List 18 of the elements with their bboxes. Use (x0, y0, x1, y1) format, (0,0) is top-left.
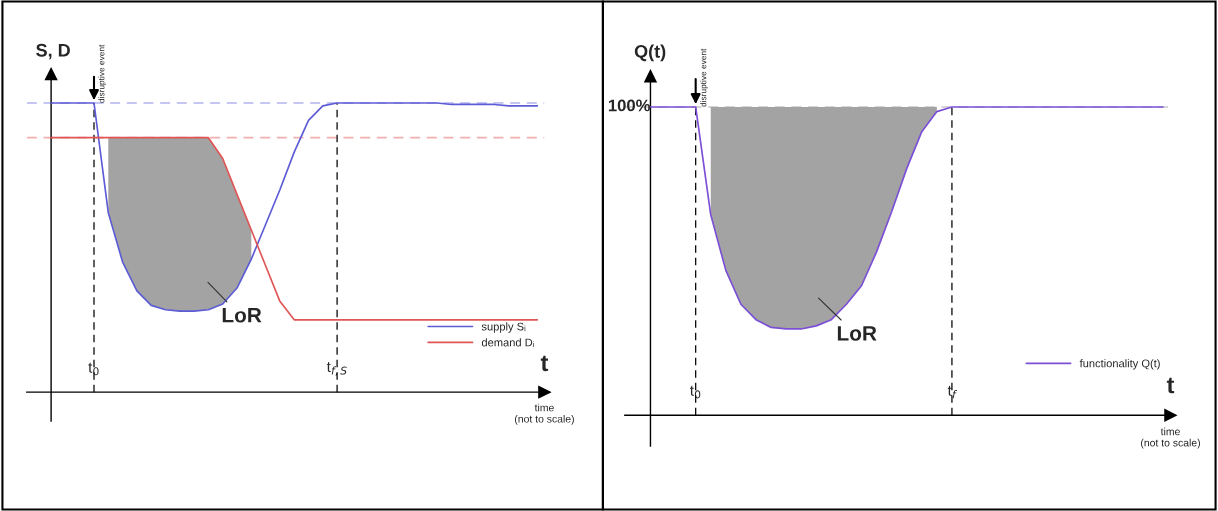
annotation: LoR (837, 326, 877, 341)
x-axis-title: t (1166, 377, 1175, 394)
y-axis-title: S, D (36, 43, 70, 60)
legend-label: supply Sᵢ (481, 322, 526, 333)
ref-line-label: disruptive event (98, 44, 107, 103)
legend-label: demand Dᵢ (481, 338, 534, 348)
x-axis-title: t (540, 355, 549, 372)
x-tick-label: t$_{f}$ (947, 385, 958, 399)
x-tick-label: t$_{0}$ (690, 385, 701, 399)
text: time (not to scale) (514, 403, 574, 425)
text: time (not to scale) (1141, 427, 1200, 449)
x-tick-label: t$_{0}$ (88, 362, 99, 376)
annotation: LoR (222, 308, 262, 323)
legend-label: functionality Q(t) (1079, 359, 1160, 370)
ref-line-label: disruptive event (700, 48, 708, 107)
y-axis-title: Q(t) (634, 44, 666, 62)
annotation: 100% (608, 99, 651, 112)
x-tick-label: t$_{f,S}$ (326, 362, 347, 376)
